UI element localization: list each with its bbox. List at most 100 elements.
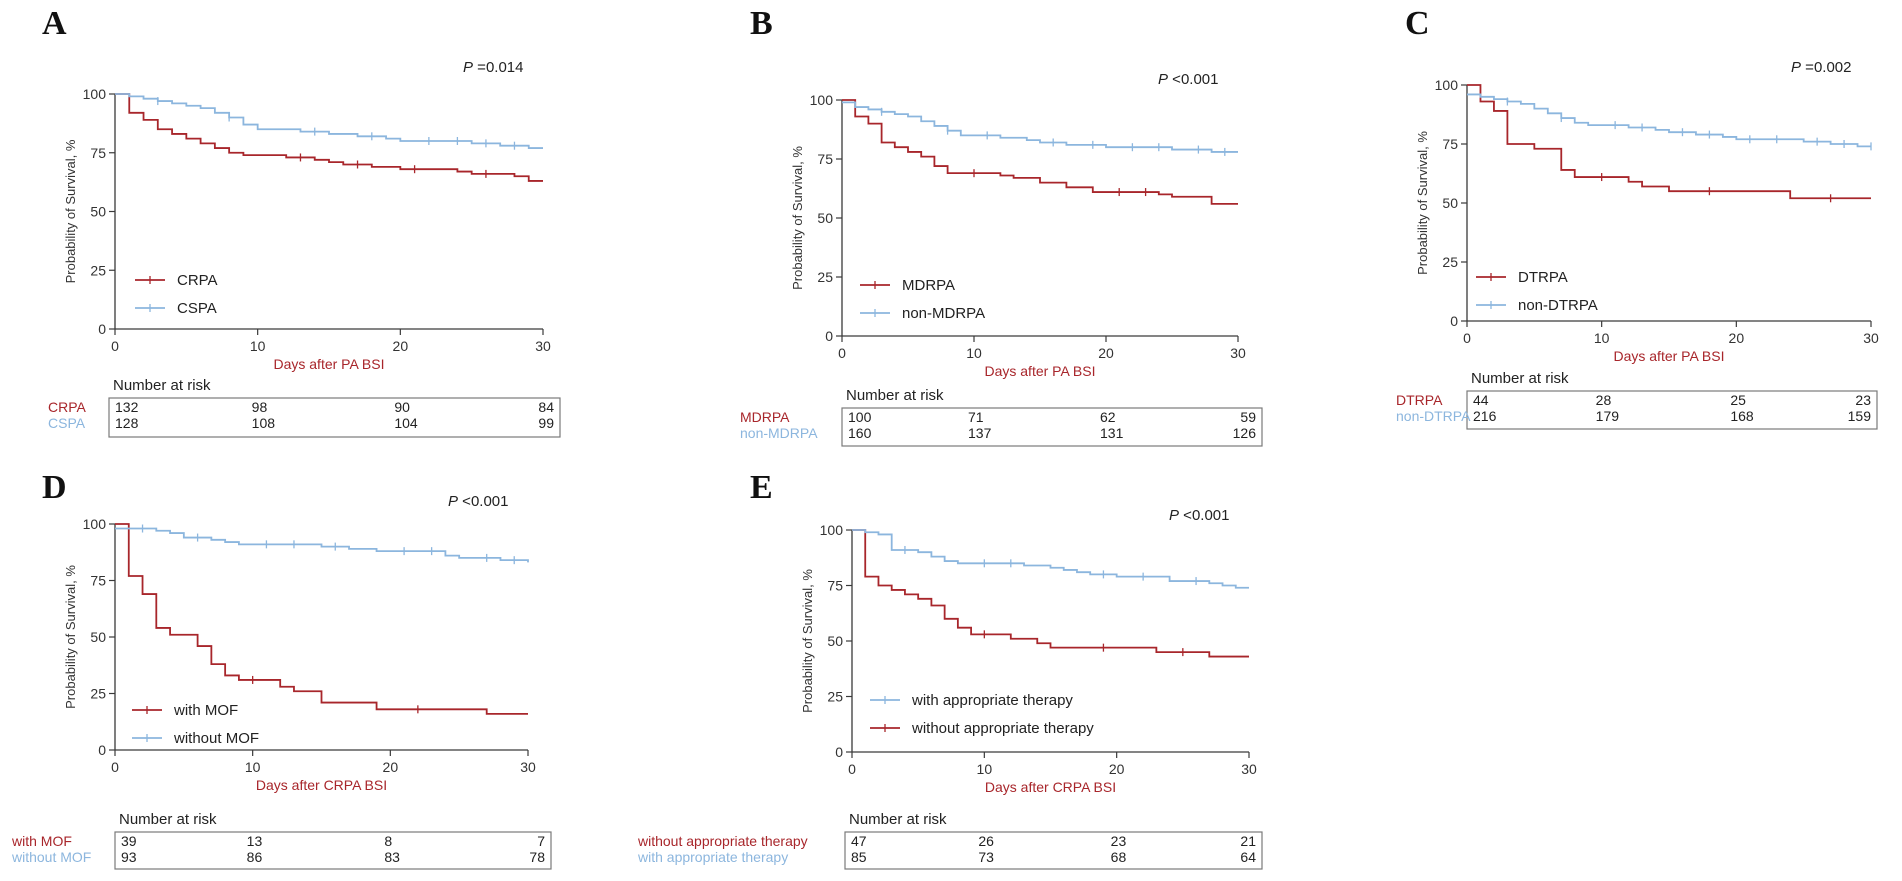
risk-table-value: 28 [1596, 392, 1612, 408]
risk-table-value: 21 [1240, 833, 1256, 849]
panel-label: A [42, 5, 67, 42]
y-axis-label: Probability of Survival, % [1415, 131, 1430, 275]
risk-table-value: 100 [848, 409, 872, 425]
legend-label: without MOF [173, 730, 259, 747]
survival-curve-2 [115, 527, 529, 563]
risk-table-value: 90 [394, 399, 410, 415]
risk-table-value: 128 [115, 415, 139, 431]
chart-panel-d: D P <0.001 0 25 50 75 100 0 10 20 30 Days after CRP… [11, 469, 552, 870]
y-tick-label: 0 [98, 321, 106, 337]
risk-table-border [1466, 390, 1878, 430]
p-value-text: <0.001 [1168, 71, 1218, 88]
y-tick-label: 25 [827, 689, 843, 705]
x-tick-label: 20 [1098, 345, 1114, 361]
legend-label: with appropriate therapy [911, 692, 1073, 709]
x-tick-label: 30 [535, 338, 551, 354]
y-axis-label: Probability of Survival, % [790, 146, 805, 290]
risk-table-value: 131 [1100, 425, 1124, 441]
risk-table-border [114, 831, 552, 870]
risk-table-value: 59 [1240, 409, 1256, 425]
risk-table-title: Number at risk [119, 811, 217, 828]
y-tick-label: 0 [835, 744, 843, 760]
x-tick-label: 0 [838, 345, 846, 361]
legend-label: with MOF [173, 702, 238, 719]
risk-table-value: 98 [252, 399, 268, 415]
x-tick-label: 20 [1729, 330, 1745, 346]
risk-table-value: 47 [851, 833, 867, 849]
p-value: P =0.014 [463, 59, 523, 76]
y-tick-label: 0 [1450, 313, 1458, 329]
y-tick-label: 50 [90, 204, 106, 220]
risk-table-value: 160 [848, 425, 872, 441]
risk-table-row-label: MDRPA [740, 409, 790, 425]
risk-table-value: 23 [1111, 833, 1127, 849]
risk-table-title: Number at risk [846, 387, 944, 404]
risk-table-row-label: non-DTRPA [1396, 408, 1471, 424]
risk-table-value: 68 [1111, 849, 1127, 865]
p-value: P <0.001 [1158, 71, 1218, 88]
x-axis-label: Days after PA BSI [273, 356, 384, 372]
chart-panel-c: C P =0.002 0 25 50 75 100 0 10 20 30 Days after PA … [1396, 5, 1879, 430]
risk-table-value: 104 [394, 415, 418, 431]
risk-table-value: 78 [529, 849, 545, 865]
p-value: P <0.001 [448, 493, 508, 510]
x-tick-label: 10 [250, 338, 266, 354]
p-value-text: <0.001 [1179, 507, 1229, 524]
legend-label: non-MDRPA [902, 305, 985, 322]
risk-table-title: Number at risk [113, 377, 211, 394]
y-tick-label: 25 [817, 269, 833, 285]
risk-table-row-label: CRPA [48, 399, 87, 415]
survival-curve-2 [115, 93, 543, 149]
x-axis-label: Days after PA BSI [984, 363, 1095, 379]
risk-table-title: Number at risk [1471, 370, 1569, 387]
y-tick-label: 50 [827, 633, 843, 649]
y-tick-label: 75 [90, 145, 106, 161]
risk-table-row-label: with MOF [11, 833, 72, 849]
p-value-symbol: P [448, 493, 458, 510]
x-tick-label: 10 [245, 759, 261, 775]
y-tick-label: 75 [90, 573, 106, 589]
legend-label: without appropriate therapy [911, 720, 1094, 737]
panel-label: E [750, 469, 773, 506]
risk-table-value: 8 [384, 833, 392, 849]
x-tick-label: 10 [977, 761, 993, 777]
risk-table-value: 62 [1100, 409, 1116, 425]
y-axis-label: Probability of Survival, % [800, 569, 815, 713]
risk-table-value: 25 [1730, 392, 1746, 408]
risk-table-value: 168 [1730, 408, 1754, 424]
risk-table-row-label: DTRPA [1396, 392, 1443, 408]
y-tick-label: 100 [820, 522, 844, 538]
risk-table-value: 85 [851, 849, 867, 865]
survival-curve-1 [115, 523, 528, 715]
risk-table-value: 64 [1240, 849, 1256, 865]
x-tick-label: 20 [1109, 761, 1125, 777]
p-value: P =0.002 [1791, 59, 1851, 76]
p-value: P <0.001 [1169, 507, 1229, 524]
y-tick-label: 0 [825, 328, 833, 344]
survival-curve-2 [1467, 93, 1871, 148]
y-tick-label: 100 [83, 516, 107, 532]
x-axis-label: Days after CRPA BSI [985, 779, 1116, 795]
x-tick-label: 0 [848, 761, 856, 777]
risk-table-border [108, 397, 561, 438]
p-value-symbol: P [1791, 59, 1801, 76]
legend-label: DTRPA [1518, 269, 1568, 286]
chart-panel-a: A P =0.014 0 25 50 75 100 0 10 20 30 Days after PA … [42, 5, 561, 438]
y-axis-label: Probability of Survival, % [63, 565, 78, 709]
legend-label: non-DTRPA [1518, 297, 1598, 314]
y-tick-label: 75 [1442, 136, 1458, 152]
risk-table-value: 179 [1596, 408, 1620, 424]
legend-label: MDRPA [902, 277, 955, 294]
panel-label: D [42, 469, 67, 506]
panel-label: B [750, 5, 773, 42]
risk-table-value: 71 [968, 409, 984, 425]
y-tick-label: 50 [90, 629, 106, 645]
x-axis-label: Days after CRPA BSI [256, 777, 387, 793]
y-tick-label: 25 [90, 686, 106, 702]
y-tick-label: 50 [817, 210, 833, 226]
p-value-symbol: P [1169, 507, 1179, 524]
p-value-symbol: P [1158, 71, 1168, 88]
risk-table-row-label: with appropriate therapy [637, 849, 788, 865]
x-tick-label: 10 [966, 345, 982, 361]
